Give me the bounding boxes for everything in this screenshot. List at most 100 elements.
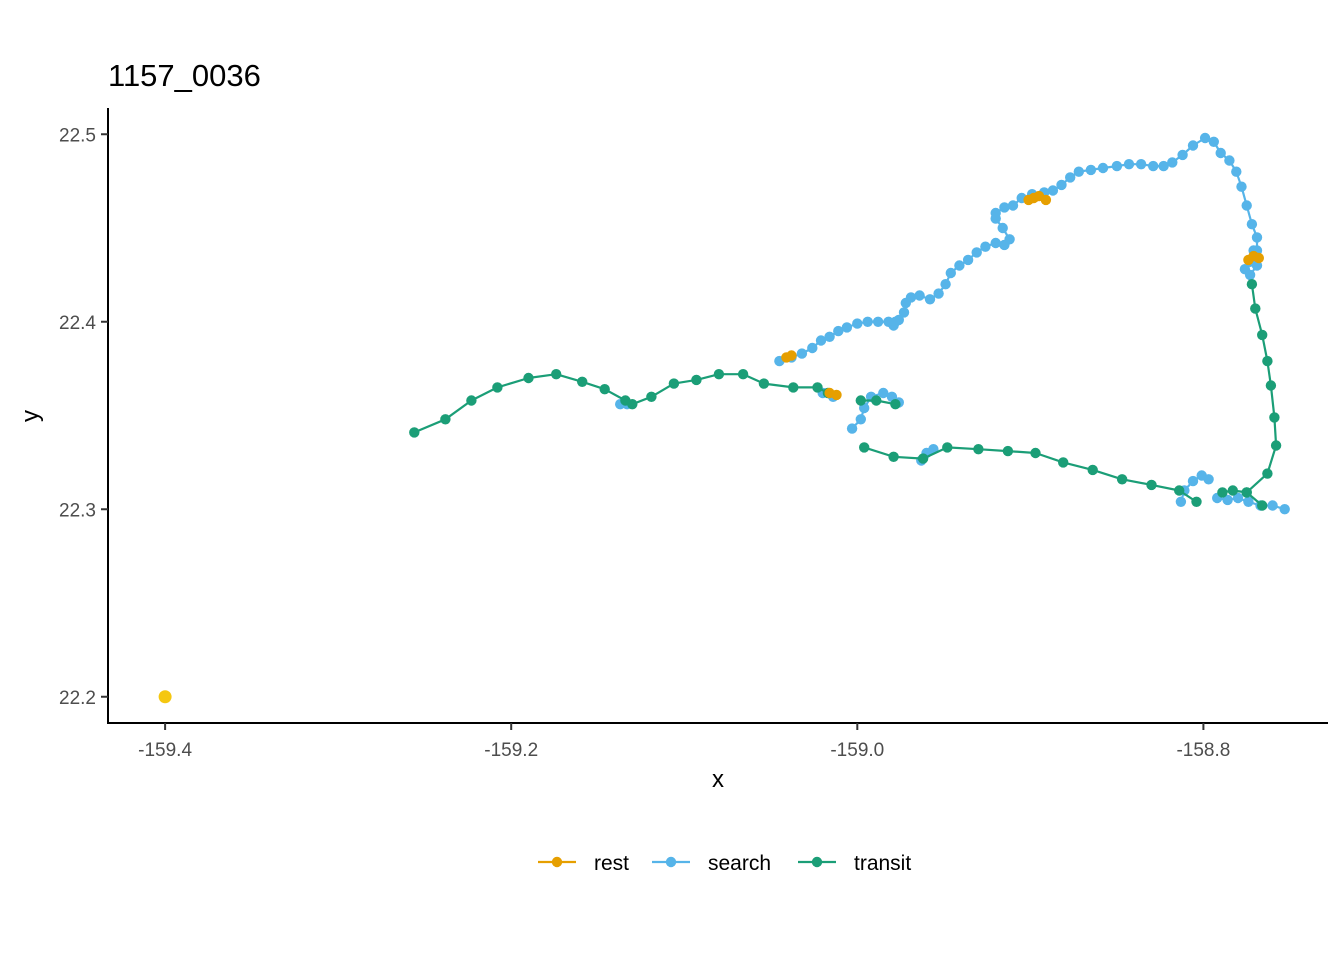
data-point-search: [905, 292, 917, 303]
data-point-search: [1208, 136, 1220, 147]
data-point-search: [997, 222, 1008, 234]
data-point-transit: [1174, 485, 1185, 496]
data-point-rest: [831, 389, 842, 401]
legend-key-point: [811, 856, 823, 868]
data-point-search: [1279, 504, 1290, 515]
legend-label: rest: [594, 852, 629, 875]
data-point-search: [807, 342, 818, 354]
start-point: [158, 690, 172, 704]
data-point-search: [815, 335, 827, 346]
data-point-transit: [1030, 447, 1041, 459]
x-axis-ticks: -159.4 -159.2 -159.0 -158.8: [138, 723, 1230, 761]
data-point-transit: [1270, 440, 1282, 451]
data-point-search: [1111, 160, 1123, 172]
data-point-search: [1236, 181, 1247, 192]
data-point-search: [1244, 269, 1256, 281]
data-point-transit: [1241, 487, 1252, 498]
x-axis-label: x: [712, 766, 724, 793]
data-point-transit: [668, 378, 680, 389]
data-point-transit: [812, 382, 823, 393]
data-point-rest: [786, 350, 797, 361]
data-point-search: [862, 316, 873, 327]
data-point-transit: [1265, 380, 1277, 391]
data-point-transit: [758, 378, 770, 389]
data-point-search: [824, 331, 835, 342]
series-transit: [409, 279, 1282, 511]
data-point-search: [852, 318, 863, 329]
data-point-search: [1056, 179, 1067, 191]
data-point-transit: [917, 453, 929, 464]
data-point-search: [898, 307, 910, 318]
data-point-transit: [942, 442, 953, 453]
data-point-search: [954, 260, 965, 271]
data-point-search: [1241, 200, 1252, 211]
data-point-transit: [1257, 329, 1268, 341]
data-point-search: [1123, 159, 1135, 170]
data-point-transit: [1246, 279, 1258, 290]
data-point-search: [1167, 157, 1178, 168]
data-point-search: [872, 316, 884, 327]
series-rest: [781, 190, 1265, 401]
data-point-search: [1187, 140, 1199, 151]
series-search: [615, 132, 1290, 515]
legend-label: transit: [854, 852, 911, 875]
data-point-search: [855, 414, 866, 425]
y-axis-ticks: 22.2 22.3 22.4 22.5: [59, 125, 108, 709]
data-point-search: [846, 423, 858, 434]
data-point-search: [940, 279, 951, 290]
data-point-search: [1251, 232, 1263, 243]
data-point-transit: [859, 442, 870, 453]
data-point-search: [1158, 160, 1169, 172]
legend-label: search: [708, 852, 771, 875]
x-tick-label: -158.8: [1176, 740, 1230, 761]
data-point-transit: [973, 444, 984, 455]
data-point-search: [914, 290, 925, 301]
data-point-search: [1175, 496, 1187, 507]
data-point-search: [1199, 132, 1211, 144]
legend: rest search transit: [538, 852, 911, 875]
data-point-search: [990, 207, 1001, 219]
legend-item-rest: rest: [538, 852, 629, 875]
data-point-search: [841, 322, 853, 333]
data-point-transit: [1146, 479, 1157, 491]
data-point-search: [1047, 185, 1059, 196]
data-point-search: [1097, 162, 1109, 174]
data-point-search: [1065, 172, 1076, 183]
data-point-transit: [1002, 445, 1014, 457]
data-point-transit: [737, 369, 749, 380]
legend-key-point: [665, 856, 677, 868]
series-line-transit: [863, 446, 1198, 503]
data-point-search: [1267, 500, 1278, 511]
data-point-transit: [523, 372, 534, 384]
data-point-transit: [713, 369, 725, 380]
data-point-transit: [1250, 303, 1261, 314]
data-point-search: [971, 247, 982, 258]
data-point-search: [1085, 164, 1097, 176]
plot-area: [158, 132, 1290, 704]
data-point-transit: [466, 395, 477, 406]
data-point-rest: [1253, 252, 1265, 264]
data-point-transit: [1269, 412, 1280, 423]
data-point-search: [878, 387, 889, 399]
data-point-transit: [409, 427, 420, 438]
data-point-search: [1148, 160, 1159, 172]
data-point-search: [796, 348, 808, 359]
legend-item-search: search: [652, 852, 771, 875]
data-point-rest: [1040, 194, 1052, 206]
legend-item-transit: transit: [798, 852, 911, 875]
data-point-transit: [890, 399, 901, 410]
data-point-search: [1135, 159, 1147, 170]
data-point-search: [962, 254, 974, 266]
data-point-transit: [440, 414, 451, 425]
y-tick-label: 22.4: [59, 313, 96, 334]
data-point-transit: [788, 382, 799, 393]
data-point-search: [1243, 496, 1254, 507]
data-point-transit: [1227, 485, 1239, 496]
data-point-search: [924, 294, 936, 305]
data-point-transit: [1257, 500, 1268, 511]
data-point-search: [1224, 155, 1235, 166]
data-point-transit: [1191, 496, 1202, 507]
data-point-transit: [1217, 487, 1228, 498]
data-point-transit: [1087, 464, 1098, 476]
data-point-transit: [577, 376, 588, 387]
